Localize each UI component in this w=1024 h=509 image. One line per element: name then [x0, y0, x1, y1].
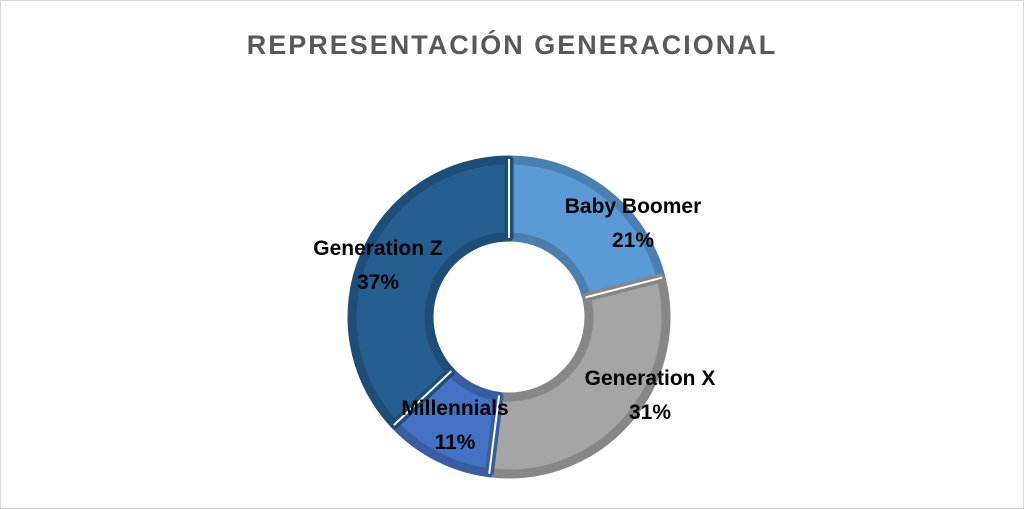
slice-generation-x	[484, 273, 671, 479]
data-label-percent: 31%	[629, 401, 671, 424]
slice-baby-boomer	[504, 155, 666, 302]
chart-title: REPRESENTACIÓN GENERACIONAL	[246, 30, 778, 60]
data-label-percent: 11%	[435, 431, 476, 454]
data-label-category: Baby Boomer	[565, 195, 702, 218]
slice-separator	[393, 370, 453, 426]
slice-generation-z	[347, 155, 514, 429]
data-label-percent: 21%	[612, 229, 654, 252]
data-label-category: Generation Z	[313, 237, 443, 260]
data-label-category: Generation X	[585, 367, 716, 390]
slice-separator	[585, 276, 663, 299]
data-label-percent: 37%	[357, 271, 399, 294]
data-label-category: Millennials	[401, 397, 508, 420]
slice-separator	[488, 395, 501, 474]
